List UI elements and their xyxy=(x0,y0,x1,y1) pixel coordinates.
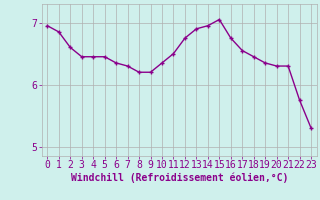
X-axis label: Windchill (Refroidissement éolien,°C): Windchill (Refroidissement éolien,°C) xyxy=(70,173,288,183)
